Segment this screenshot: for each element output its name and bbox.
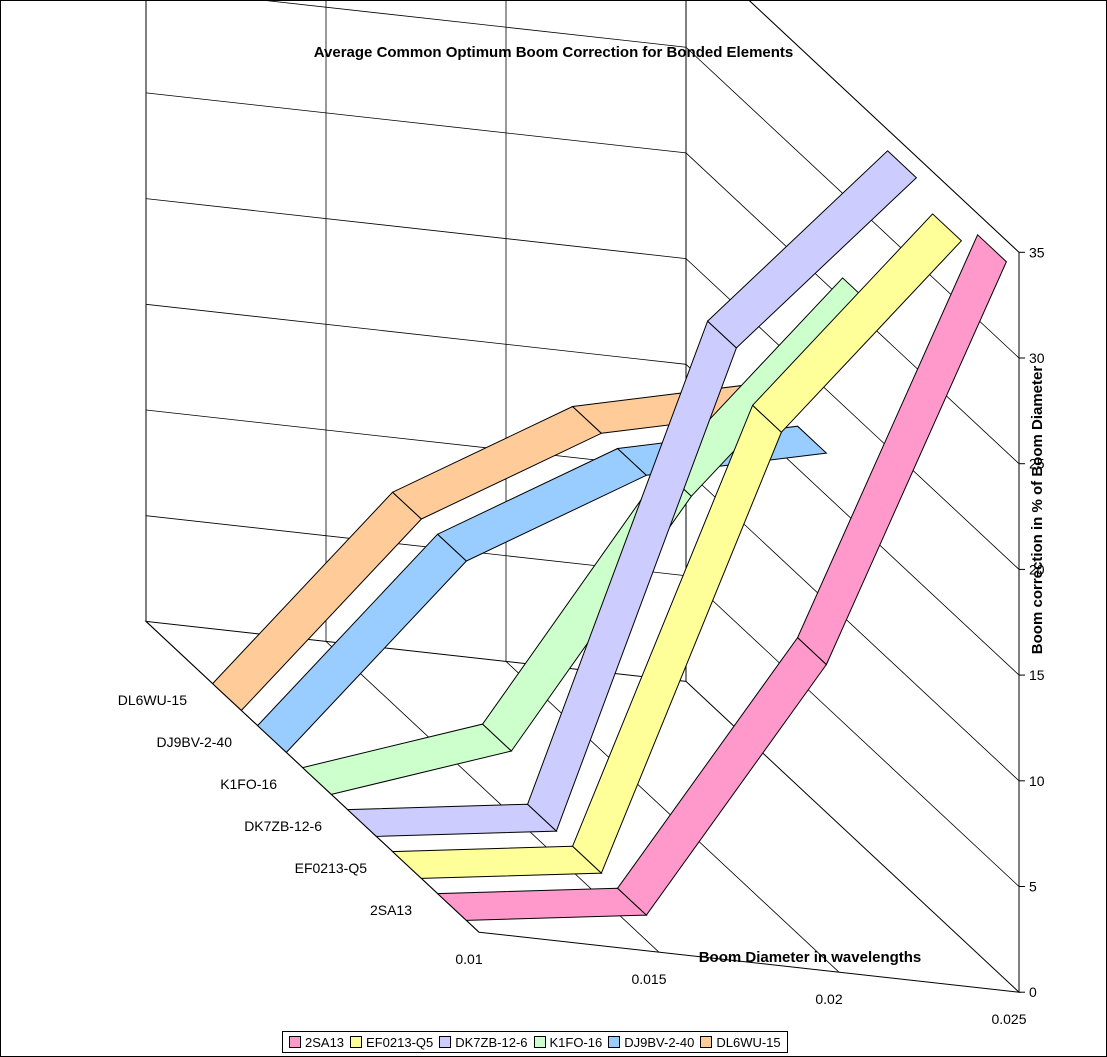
legend-swatch [608, 1036, 621, 1048]
series-ribbon-DK7ZB-12-6 [346, 150, 918, 837]
x-axis-title: Boom Diameter in wavelengths [699, 949, 922, 966]
legend-label: EF0213-Q5 [366, 1034, 434, 1050]
legend-label: K1FO-16 [549, 1034, 603, 1050]
depth-tick-label: DK7ZB-12-6 [244, 818, 322, 834]
legend-label: DK7ZB-12-6 [455, 1034, 528, 1050]
ribbon-segment [751, 213, 963, 433]
legend-swatch [439, 1036, 452, 1048]
y-tick-label: 35 [1029, 244, 1045, 260]
ribbon-segment [346, 803, 558, 837]
legend-item: K1FO-16 [533, 1034, 603, 1050]
y-tick-label: 25 [1029, 456, 1045, 472]
legend-label: 2SA13 [305, 1034, 345, 1050]
depth-tick-label: EF0213-Q5 [295, 860, 368, 876]
legend-item: EF0213-Q5 [350, 1035, 433, 1050]
ribbon-segment [301, 723, 513, 795]
legend-label: DJ9BV-2-40 [624, 1034, 695, 1050]
y-tick-label: 5 [1029, 879, 1037, 895]
chart-title: Average Common Optimum Boom Correction f… [313, 44, 794, 61]
series-ribbon-2SA13 [436, 233, 1008, 921]
chart-legend: 2SA13 EF0213-Q5 DK7ZB-12-6 K1FO-16 DJ9BV-2-4… [282, 1031, 788, 1053]
legend-item: DK7ZB-12-6 [439, 1034, 528, 1050]
y-tick-label: 10 [1029, 773, 1045, 789]
y-axis-title: Boom correction in % of Boom Diameter [1029, 366, 1046, 655]
ribbon-segment [436, 887, 648, 921]
y-tick-label: 15 [1029, 667, 1045, 683]
legend-label: DL6WU-15 [716, 1034, 781, 1050]
y-tick-label: 0 [1029, 984, 1037, 1000]
chart-gridlines [145, 0, 1020, 973]
y-gridline [748, 0, 1020, 253]
legend-swatch [350, 1036, 363, 1048]
depth-tick-label: 2SA13 [370, 902, 412, 918]
x-tick-label: 0.01 [455, 951, 482, 967]
x-tick-label: 0.025 [991, 1011, 1026, 1027]
ribbon-segment [796, 233, 1008, 666]
legend-item: DL6WU-15 [700, 1034, 781, 1050]
ribbon-segment [706, 150, 918, 349]
ribbon-segment [391, 845, 603, 879]
series-ribbon-EF0213-Q5 [391, 213, 963, 879]
depth-tick-label: DJ9BV-2-40 [157, 734, 233, 750]
legend-swatch [533, 1036, 546, 1048]
legend-swatch [700, 1036, 713, 1048]
legend-item: DJ9BV-2-40 [608, 1035, 694, 1050]
depth-tick-label: DL6WU-15 [118, 692, 187, 708]
legend-swatch [289, 1036, 301, 1048]
depth-tick-label: K1FO-16 [220, 776, 277, 792]
chart-plot-area: 0 5 10 15 20 25 30 35 0.01 0.015 0.02 0.025 DL6WU-15… [118, 0, 1046, 1027]
legend-item: 2SA13 [289, 1035, 344, 1050]
x-tick-label: 0.015 [631, 971, 666, 987]
x-tick-label: 0.02 [815, 991, 842, 1007]
chart-series [211, 150, 1008, 921]
y-tick-label: 30 [1029, 350, 1045, 366]
chart-axis-labels: 0 5 10 15 20 25 30 35 0.01 0.015 0.02 0.025 DL6WU-15… [118, 244, 1046, 1027]
chart-back-wall [145, 0, 687, 682]
y-tick-label: 20 [1029, 561, 1045, 577]
